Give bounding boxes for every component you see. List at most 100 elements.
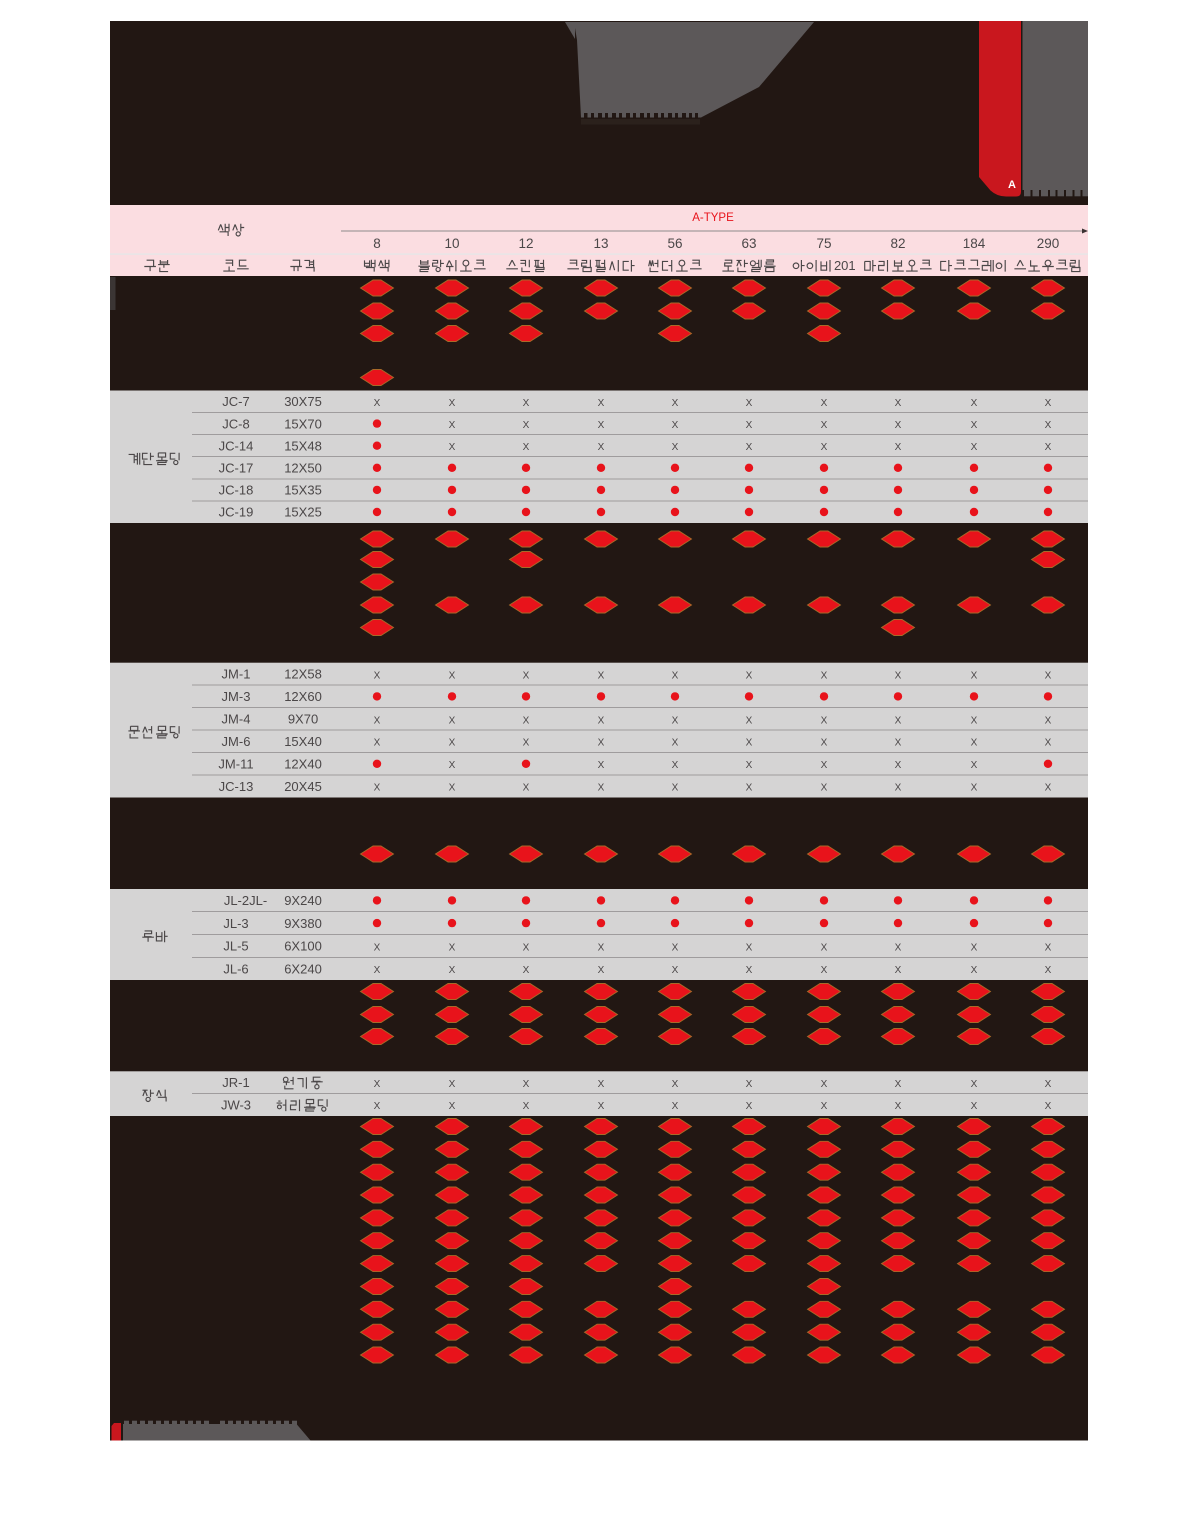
svg-text:X: X (1045, 1079, 1052, 1090)
svg-text:X: X (1045, 965, 1052, 976)
svg-text:X: X (1045, 398, 1052, 409)
svg-text:X: X (895, 1079, 902, 1090)
svg-text:75: 75 (816, 236, 831, 251)
svg-text:X: X (895, 670, 902, 681)
svg-text:12X58: 12X58 (284, 667, 322, 682)
svg-text:JR-1: JR-1 (222, 1075, 249, 1090)
svg-text:X: X (449, 670, 456, 681)
svg-text:X: X (971, 1079, 978, 1090)
svg-text:X: X (449, 760, 456, 771)
svg-text:X: X (374, 715, 381, 726)
svg-text:JM-4: JM-4 (222, 712, 251, 727)
svg-text:X: X (449, 738, 456, 749)
svg-text:X: X (598, 420, 605, 431)
svg-text:X: X (821, 942, 828, 953)
svg-text:X: X (523, 398, 530, 409)
svg-text:JC-17: JC-17 (219, 461, 254, 476)
svg-text:9X70: 9X70 (288, 712, 318, 727)
svg-text:X: X (895, 738, 902, 749)
svg-text:X: X (821, 738, 828, 749)
svg-text:X: X (449, 715, 456, 726)
svg-text:X: X (746, 760, 753, 771)
svg-text:X: X (746, 783, 753, 794)
svg-text:X: X (374, 670, 381, 681)
svg-text:X: X (1045, 670, 1052, 681)
svg-text:X: X (821, 1079, 828, 1090)
svg-text:A-TYPE: A-TYPE (692, 212, 734, 224)
svg-text:201: 201 (834, 258, 856, 273)
svg-text:X: X (971, 398, 978, 409)
svg-text:56: 56 (667, 236, 682, 251)
svg-text:X: X (746, 942, 753, 953)
svg-text:A: A (1008, 179, 1016, 191)
svg-text:JM-6: JM-6 (222, 734, 251, 749)
svg-text:X: X (746, 420, 753, 431)
svg-text:X: X (598, 670, 605, 681)
svg-text:X: X (523, 1101, 530, 1112)
svg-text:15X40: 15X40 (284, 734, 322, 749)
svg-text:X: X (895, 1101, 902, 1112)
svg-text:X: X (449, 398, 456, 409)
svg-text:X: X (374, 1101, 381, 1112)
svg-text:X: X (821, 715, 828, 726)
svg-text:X: X (746, 670, 753, 681)
svg-text:JC-14: JC-14 (219, 438, 254, 453)
svg-text:12X40: 12X40 (284, 757, 322, 772)
svg-text:X: X (449, 783, 456, 794)
svg-text:X: X (449, 965, 456, 976)
svg-text:X: X (821, 398, 828, 409)
svg-text:JC-19: JC-19 (219, 505, 254, 520)
svg-text:X: X (971, 1101, 978, 1112)
svg-text:20X45: 20X45 (284, 779, 322, 794)
svg-text:6X240: 6X240 (284, 961, 322, 976)
svg-text:X: X (523, 942, 530, 953)
svg-text:X: X (374, 1079, 381, 1090)
svg-text:9X240: 9X240 (284, 893, 322, 908)
svg-text:X: X (374, 398, 381, 409)
svg-text:X: X (523, 738, 530, 749)
svg-text:JC-18: JC-18 (219, 483, 254, 498)
svg-text:X: X (672, 738, 679, 749)
svg-text:X: X (1045, 420, 1052, 431)
svg-text:X: X (821, 1101, 828, 1112)
svg-text:X: X (895, 965, 902, 976)
svg-text:JM-1: JM-1 (222, 667, 251, 682)
svg-text:JC-13: JC-13 (219, 779, 254, 794)
svg-text:X: X (895, 715, 902, 726)
svg-text:6X100: 6X100 (284, 939, 322, 954)
svg-text:JC-8: JC-8 (222, 416, 249, 431)
svg-text:X: X (821, 420, 828, 431)
svg-text:X: X (971, 783, 978, 794)
svg-text:X: X (971, 965, 978, 976)
svg-text:X: X (672, 420, 679, 431)
svg-text:JL-3: JL-3 (223, 916, 248, 931)
svg-text:X: X (821, 442, 828, 453)
svg-text:X: X (598, 715, 605, 726)
svg-text:X: X (672, 1101, 679, 1112)
svg-text:15X35: 15X35 (284, 483, 322, 498)
svg-text:X: X (895, 420, 902, 431)
svg-text:X: X (598, 783, 605, 794)
svg-text:X: X (449, 420, 456, 431)
svg-text:X: X (821, 670, 828, 681)
svg-text:13: 13 (593, 236, 608, 251)
svg-text:JL-5: JL-5 (223, 939, 248, 954)
svg-text:X: X (1045, 442, 1052, 453)
svg-text:X: X (672, 398, 679, 409)
svg-text:X: X (672, 965, 679, 976)
svg-text:X: X (746, 738, 753, 749)
svg-text:X: X (1045, 1101, 1052, 1112)
svg-text:X: X (523, 420, 530, 431)
svg-text:X: X (971, 738, 978, 749)
svg-text:290: 290 (1037, 236, 1060, 251)
svg-text:X: X (374, 783, 381, 794)
svg-text:X: X (598, 965, 605, 976)
svg-text:12X60: 12X60 (284, 689, 322, 704)
svg-text:X: X (1045, 715, 1052, 726)
svg-text:15X48: 15X48 (284, 438, 322, 453)
svg-text:X: X (971, 670, 978, 681)
svg-text:X: X (598, 398, 605, 409)
svg-text:X: X (449, 1101, 456, 1112)
svg-text:X: X (598, 1079, 605, 1090)
svg-text:10: 10 (444, 236, 459, 251)
